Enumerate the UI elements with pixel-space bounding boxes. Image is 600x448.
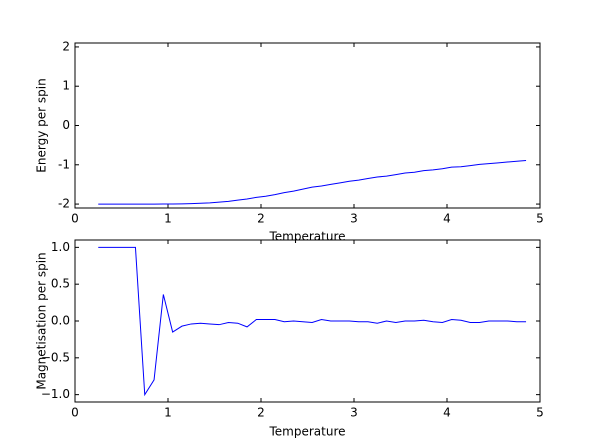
x-tick-label: 0 [71,406,79,420]
y-tick-label: -1 [58,157,70,171]
axes-frame [74,42,541,209]
x-tick-label: 1 [164,406,172,420]
y-tick-label: 0 [62,118,70,132]
x-tick-label: 0 [71,212,79,226]
x-tick-label: 2 [257,212,265,226]
y-tick-label: 0.5 [51,277,70,291]
y-tick-label: −0.5 [41,350,70,364]
x-axis-label: Temperature [268,230,345,244]
x-tick-label: 4 [443,212,451,226]
x-tick-label: 2 [257,406,265,420]
x-axis-label: Temperature [268,425,345,439]
x-tick-label: 1 [164,212,172,226]
y-tick-label: 1 [62,79,70,93]
axes-frame [74,239,541,403]
x-tick-label: 3 [350,406,358,420]
y-tick-label: 2 [62,39,70,53]
y-axis-label: Energy per spin [35,78,49,172]
y-tick-label: 1.0 [51,240,70,254]
x-tick-label: 5 [536,212,544,226]
data-line [98,159,527,205]
x-tick-label: 3 [350,212,358,226]
y-tick-label: −1.0 [41,387,70,401]
data-line [98,246,527,397]
y-tick-label: 0.0 [51,314,70,328]
x-tick-label: 5 [536,406,544,420]
x-tick-label: 4 [443,406,451,420]
y-tick-label: -2 [58,197,70,211]
y-axis-label: Magnetisation per spin [35,252,49,389]
